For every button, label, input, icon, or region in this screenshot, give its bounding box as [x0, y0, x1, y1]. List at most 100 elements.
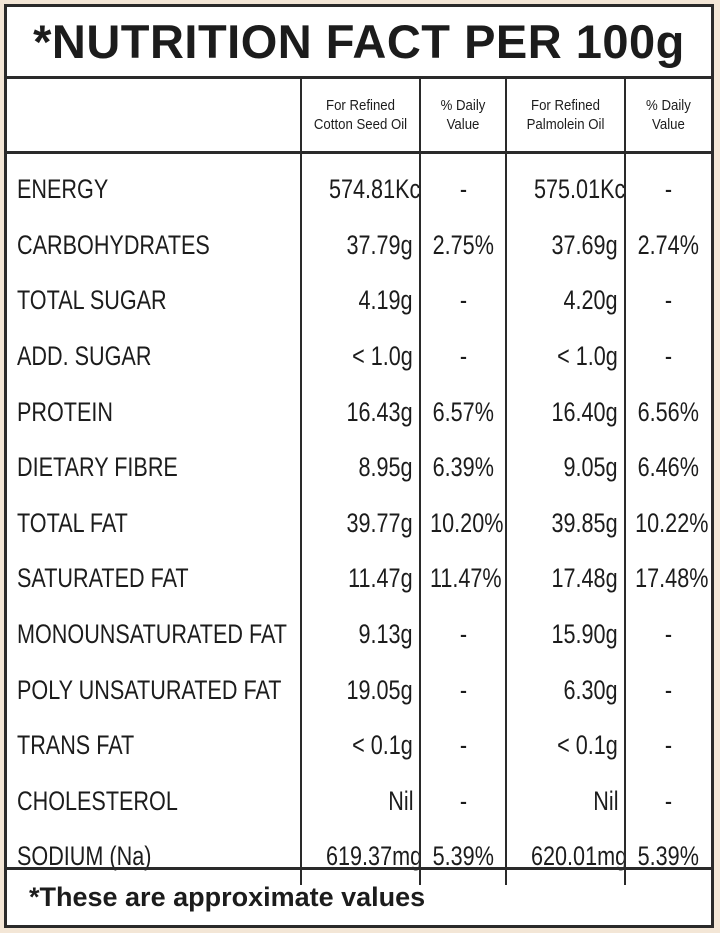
nutrient-name: TRANS FAT [17, 730, 135, 761]
cotton-seed-daily-value-cell: - [420, 152, 507, 218]
palmolein-amount-cell: < 1.0g [506, 328, 626, 385]
palmolein-amount-cell: 37.69g [506, 217, 626, 274]
cotton-seed-daily-value-cell: - [420, 717, 507, 774]
nutrient-name: TOTAL SUGAR [17, 285, 167, 316]
cotton-seed-daily-value: 10.20% [430, 507, 504, 538]
cotton-seed-amount-cell: 8.95g [301, 439, 421, 496]
cotton-seed-daily-value-cell: - [420, 773, 507, 830]
table-row: TRANS FAT < 0.1g - < 0.1g - [7, 717, 711, 774]
cotton-seed-amount-cell: 574.81Kcal [301, 152, 421, 218]
palmolein-daily-value: 6.56% [637, 396, 700, 427]
nutrient-name-cell: TOTAL SUGAR [7, 273, 302, 329]
nutrient-name-cell: POLY UNSATURATED FAT [7, 662, 302, 718]
cotton-seed-daily-value-cell: 11.47% [420, 551, 507, 607]
cotton-seed-amount: 16.43g [346, 396, 413, 427]
palmolein-daily-value-cell: 2.74% [625, 218, 711, 274]
cotton-seed-daily-value: - [459, 619, 467, 650]
cotton-seed-amount: 37.79g [346, 229, 413, 260]
palmolein-daily-value: - [664, 785, 673, 816]
nutrition-title: *NUTRITION FACT PER 100g [7, 7, 711, 79]
nutrient-name-cell: TRANS FAT [7, 717, 302, 774]
palmolein-daily-value-cell: 5.39% [625, 829, 711, 885]
palmolein-amount-cell: 6.30g [506, 662, 626, 718]
cotton-seed-daily-value-cell: - [420, 273, 507, 329]
palmolein-amount: 15.90g [551, 619, 618, 650]
palmolein-daily-value-cell: 17.48% [625, 551, 711, 607]
nutrient-name: CARBOHYDRATES [17, 229, 210, 260]
cotton-seed-daily-value: 6.57% [432, 396, 494, 427]
cotton-seed-daily-value-cell: - [420, 662, 507, 718]
cotton-seed-amount-cell: < 1.0g [301, 328, 421, 385]
table-header-row: For Refined Cotton Seed Oil % Daily Valu… [7, 79, 711, 154]
cotton-seed-amount: 19.05g [346, 674, 413, 705]
header-palmolein-oil: For Refined Palmolein Oil [513, 79, 619, 154]
palmolein-amount: 575.01Kcal [534, 174, 625, 205]
table-row: TOTAL FAT 39.77g 10.20% 39.85g 10.22% [7, 495, 711, 552]
cotton-seed-daily-value: - [459, 174, 467, 205]
table-row: CARBOHYDRATES 37.79g 2.75% 37.69g 2.74% [7, 217, 711, 274]
nutrient-name-cell: SODIUM (Na) [7, 829, 302, 885]
palmolein-amount: 620.01mg [531, 841, 625, 872]
nutrient-name-cell: SATURATED FAT [7, 551, 302, 607]
cotton-seed-amount-cell: 9.13g [301, 606, 421, 663]
cotton-seed-daily-value-cell: 6.39% [420, 439, 507, 496]
cotton-seed-amount: 39.77g [346, 507, 413, 538]
cotton-seed-daily-value-cell: 6.57% [420, 384, 507, 440]
cotton-seed-daily-value-cell: 2.75% [420, 217, 507, 274]
table-row: ENERGY 574.81Kcal - 575.01Kcal - [7, 152, 711, 218]
nutrient-name: PROTEIN [17, 396, 114, 427]
cotton-seed-daily-value-cell: 5.39% [420, 829, 507, 885]
nutrient-name: ENERGY [17, 174, 109, 205]
palmolein-daily-value: 6.46% [637, 452, 700, 483]
nutrient-name-cell: CHOLESTEROL [7, 773, 302, 830]
cotton-seed-amount-cell: < 0.1g [301, 717, 421, 774]
palmolein-amount: 4.20g [563, 285, 618, 316]
nutrient-name-cell: PROTEIN [7, 384, 302, 440]
palmolein-daily-value: - [664, 730, 673, 761]
palmolein-amount-cell: 16.40g [506, 384, 626, 440]
palmolein-daily-value-cell: - [625, 607, 711, 663]
cotton-seed-amount-cell: 16.43g [301, 384, 421, 440]
palmolein-amount: 37.69g [551, 229, 618, 260]
header-cotton-seed-oil: For Refined Cotton Seed Oil [308, 79, 414, 154]
nutrient-name-cell: ENERGY [7, 152, 302, 218]
palmolein-daily-value: - [664, 285, 673, 316]
cotton-seed-amount: 574.81Kcal [329, 174, 420, 205]
nutrient-name-cell: DIETARY FIBRE [7, 439, 302, 496]
cotton-seed-amount-cell: 37.79g [301, 217, 421, 274]
palmolein-amount-cell: 575.01Kcal [506, 152, 626, 218]
header-blank [7, 79, 302, 154]
cotton-seed-daily-value: - [459, 730, 467, 761]
palmolein-amount-cell: 15.90g [506, 606, 626, 663]
cotton-seed-amount: 11.47g [348, 563, 413, 594]
cotton-seed-daily-value: - [459, 285, 467, 316]
table-row: MONOUNSATURATED FAT 9.13g - 15.90g - [7, 606, 711, 663]
header-daily-value-palm: % Daily Value [630, 79, 706, 154]
table-row: CHOLESTEROL Nil - Nil - [7, 773, 711, 830]
palmolein-daily-value-cell: 6.56% [625, 384, 711, 440]
palmolein-daily-value: 2.74% [637, 229, 700, 260]
cotton-seed-daily-value: - [459, 341, 467, 372]
cotton-seed-daily-value: - [459, 674, 467, 705]
nutrient-name: POLY UNSATURATED FAT [17, 674, 282, 705]
palmolein-amount: Nil [592, 785, 618, 816]
palmolein-amount-cell: 17.48g [506, 551, 626, 607]
cotton-seed-amount: < 0.1g [352, 730, 413, 761]
cotton-seed-amount-cell: Nil [301, 773, 421, 830]
table-row: DIETARY FIBRE 8.95g 6.39% 9.05g 6.46% [7, 439, 711, 496]
palmolein-amount-cell: < 0.1g [506, 717, 626, 774]
palmolein-daily-value: - [664, 341, 673, 372]
nutrient-rows: ENERGY 574.81Kcal - 575.01Kcal - CARBOHYDRATE… [7, 152, 711, 885]
cotton-seed-daily-value: 2.75% [432, 229, 494, 260]
palmolein-daily-value-cell: 10.22% [625, 496, 711, 552]
table-row: SODIUM (Na) 619.37mg 5.39% 620.01mg 5.39% [7, 829, 711, 885]
cotton-seed-amount-cell: 39.77g [301, 495, 421, 552]
cotton-seed-amount: 9.13g [358, 619, 413, 650]
table-row: ADD. SUGAR < 1.0g - < 1.0g - [7, 328, 711, 385]
table-row: TOTAL SUGAR 4.19g - 4.20g - [7, 273, 711, 329]
nutrient-name-cell: CARBOHYDRATES [7, 217, 302, 274]
palmolein-daily-value: - [664, 174, 673, 205]
cotton-seed-amount: 619.37mg [326, 841, 420, 872]
palmolein-amount-cell: 9.05g [506, 439, 626, 496]
table-row: SATURATED FAT 11.47g 11.47% 17.48g 17.48% [7, 551, 711, 607]
